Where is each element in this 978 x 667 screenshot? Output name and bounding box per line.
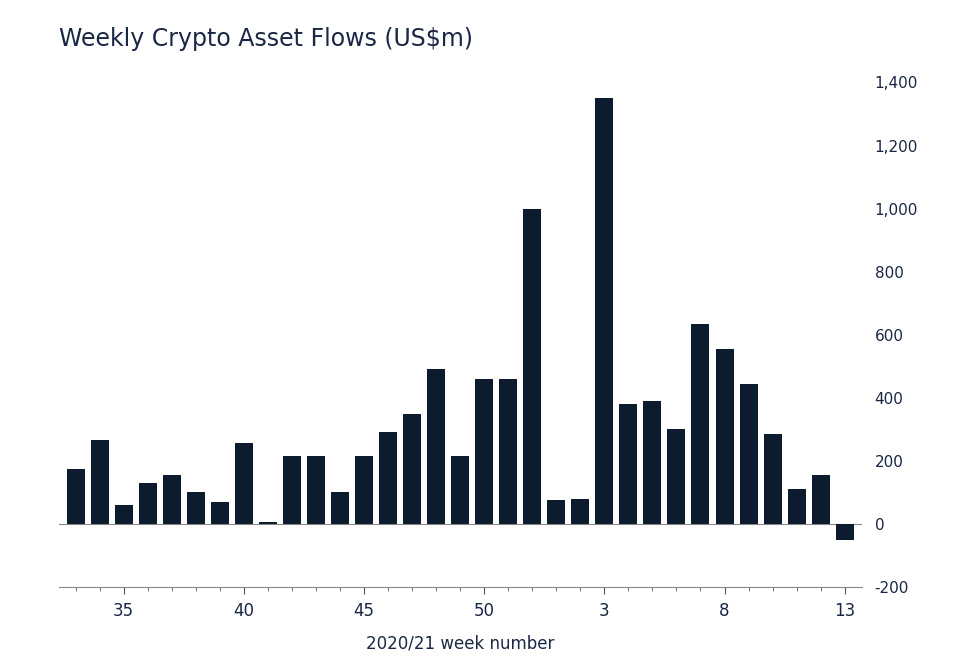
Bar bbox=[187, 492, 204, 524]
Bar bbox=[451, 456, 468, 524]
Bar bbox=[355, 456, 373, 524]
Bar bbox=[474, 379, 493, 524]
Bar bbox=[811, 475, 828, 524]
Bar bbox=[235, 444, 252, 524]
Bar bbox=[715, 349, 733, 524]
Text: Weekly Crypto Asset Flows (US$m): Weekly Crypto Asset Flows (US$m) bbox=[59, 27, 472, 51]
Bar bbox=[114, 505, 132, 524]
Bar bbox=[258, 522, 277, 524]
Bar bbox=[547, 500, 564, 524]
Bar bbox=[643, 401, 661, 524]
Bar bbox=[619, 404, 637, 524]
Bar bbox=[283, 456, 300, 524]
Bar bbox=[306, 456, 325, 524]
Bar bbox=[787, 489, 805, 524]
Bar bbox=[403, 414, 421, 524]
Bar bbox=[91, 440, 109, 524]
Bar bbox=[139, 483, 156, 524]
Bar bbox=[162, 475, 181, 524]
Bar bbox=[378, 432, 397, 524]
Bar bbox=[331, 492, 348, 524]
Bar bbox=[667, 430, 685, 524]
Bar bbox=[738, 384, 757, 524]
Bar bbox=[499, 379, 516, 524]
X-axis label: 2020/21 week number: 2020/21 week number bbox=[366, 634, 554, 652]
Bar bbox=[210, 502, 229, 524]
Bar bbox=[595, 98, 613, 524]
Bar bbox=[426, 370, 445, 524]
Bar bbox=[835, 524, 853, 540]
Bar bbox=[522, 209, 541, 524]
Bar bbox=[67, 469, 84, 524]
Bar bbox=[690, 323, 709, 524]
Bar bbox=[763, 434, 780, 524]
Bar bbox=[571, 499, 589, 524]
